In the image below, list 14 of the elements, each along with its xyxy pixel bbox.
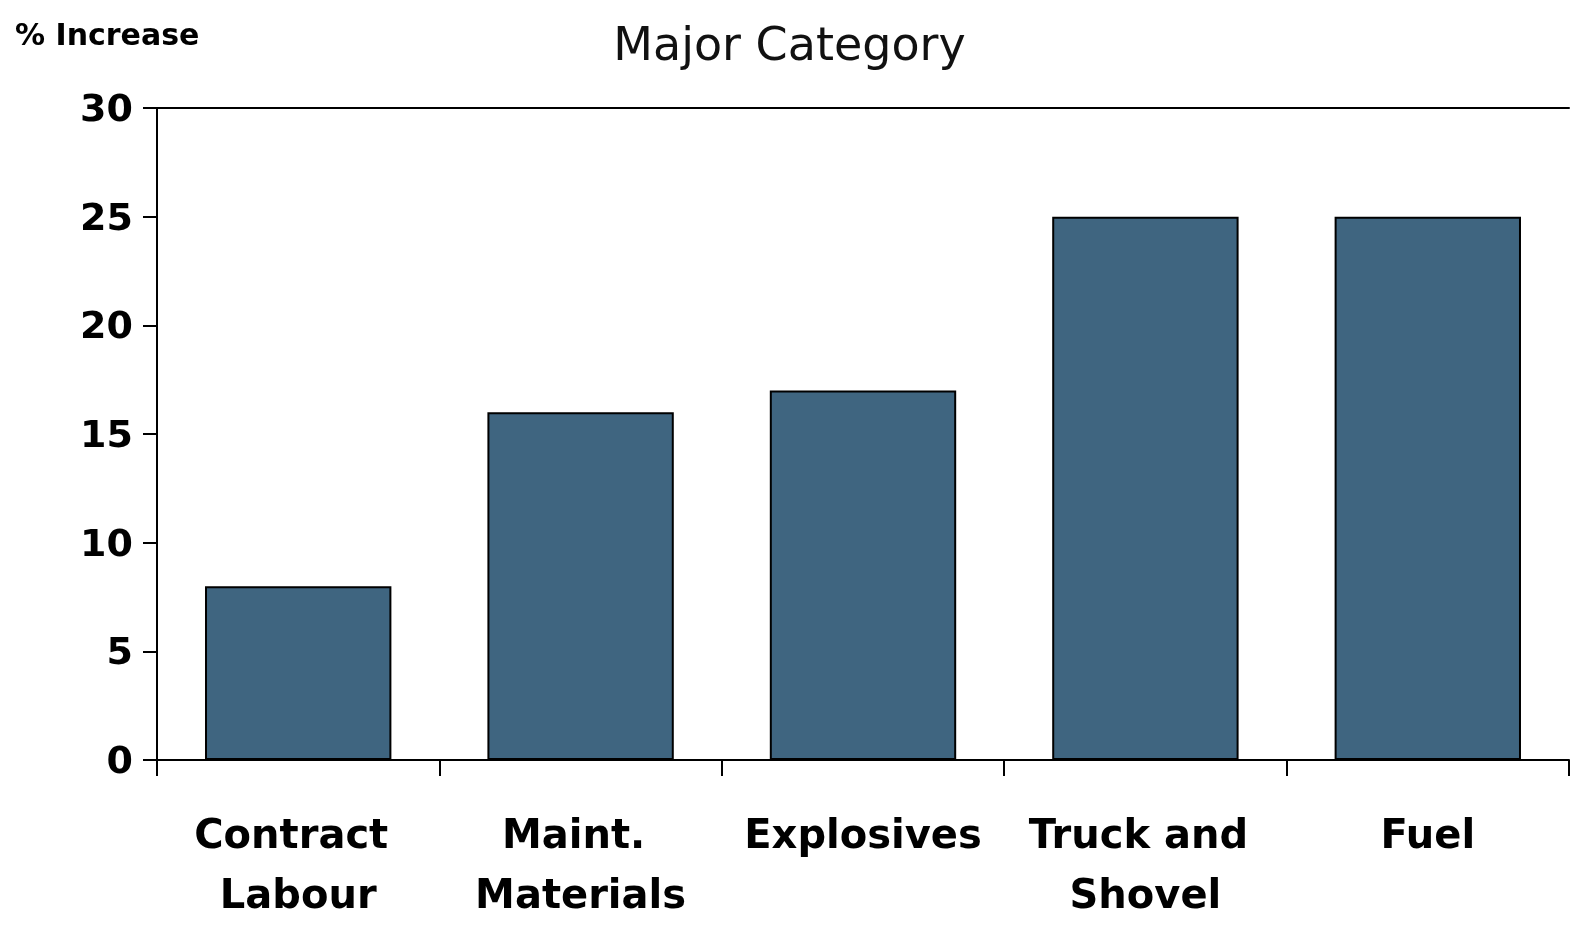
x-tick-label: Maint. Materials	[475, 811, 687, 917]
y-tick-label: 5	[106, 629, 133, 674]
y-axis-title: % Increase	[15, 16, 200, 52]
y-tick-label: 15	[80, 412, 133, 456]
y-tick-label: 0	[106, 738, 133, 782]
x-tick-label: Contract Labour	[194, 811, 403, 917]
x-tick-label: Explosives	[744, 811, 982, 857]
y-tick-label: 10	[80, 520, 133, 565]
x-tick-label: Fuel	[1380, 811, 1476, 857]
y-tick-label: 20	[80, 303, 133, 348]
x-tick-label: Truck and Shovel	[1028, 811, 1263, 917]
chart-title: Major Category	[613, 17, 966, 71]
y-tick-label: 30	[80, 86, 133, 130]
y-tick-label: 25	[80, 194, 133, 239]
